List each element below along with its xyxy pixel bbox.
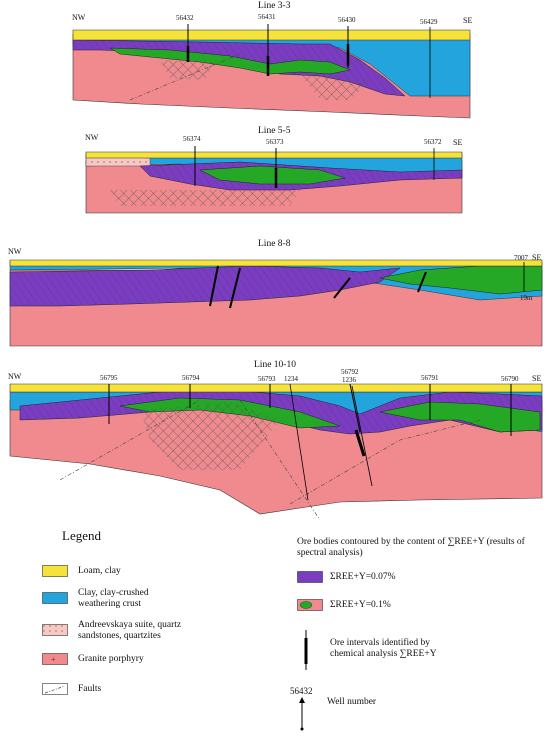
loam-layer <box>85 151 463 159</box>
ore-interval <box>417 271 427 293</box>
ore-interval <box>229 267 241 309</box>
purple-pattern <box>73 40 405 96</box>
purple-swatch <box>297 571 323 583</box>
legend-title: Legend <box>62 528 101 543</box>
andreevskaya-dots <box>86 156 150 166</box>
nw-label: NW <box>8 372 22 381</box>
fault-line <box>239 399 321 520</box>
well-number: 56790 <box>501 375 519 383</box>
well-marker: 1236 <box>342 376 373 487</box>
nw-label: NW <box>8 247 22 256</box>
well-marker: 56430 <box>338 16 356 68</box>
section-title: Line 10-10 <box>254 360 296 370</box>
ore-body-01-green <box>109 47 351 75</box>
well-marker: 56792 <box>341 368 366 457</box>
well-marker: 56793 <box>258 375 276 408</box>
well-number: 56793 <box>258 375 276 383</box>
section-line-8-8: Line 8-8 NW SE 7007 19m <box>8 239 543 347</box>
granite-swatch <box>42 653 68 665</box>
se-label: SE <box>532 253 541 262</box>
well-number: 1234 <box>284 375 299 383</box>
nw-label: NW <box>85 133 99 142</box>
legend-label: Andreevskaya suite, quartz sandstones, q… <box>78 620 182 641</box>
well-number: 56374 <box>183 135 201 143</box>
well-marker: 1234 <box>284 375 309 501</box>
well-marker: 56791 <box>421 374 439 420</box>
well-number: 56429 <box>420 18 438 26</box>
loam-layer <box>72 29 471 41</box>
well-marker: 56372 <box>424 138 442 180</box>
section-line-3-3: Line 3-3 NW SE 56432 56431 <box>72 1 472 119</box>
ore-body-01-green <box>379 265 543 295</box>
well-marker: 56432 <box>176 14 194 62</box>
cross-sections: Line 3-3 NW SE 56432 56431 <box>8 1 543 520</box>
legend-label: Clay, clay-crushed weathering crust <box>78 588 149 609</box>
ore-body-01-green <box>199 165 346 185</box>
loam-swatch <box>42 565 68 577</box>
well-marker: 56431 <box>258 13 276 76</box>
well-number: 56432 <box>176 14 194 22</box>
ore-body-01-green <box>379 401 541 433</box>
well-number: 56431 <box>258 13 276 21</box>
well-number: 7007 <box>514 254 529 262</box>
legend-label: Granite porphyry <box>78 654 144 664</box>
loam-layer <box>9 383 543 393</box>
se-label: SE <box>532 374 541 383</box>
section-line-5-5: Line 5-5 NW SE 56374 56373 56372 <box>85 126 463 214</box>
well-number: 56372 <box>424 138 442 146</box>
well-marker: 56794 <box>182 374 200 408</box>
legend-label: Ore intervals identified by chemical ana… <box>330 638 437 659</box>
depth-label: 19m <box>520 294 533 302</box>
legend-label: Loam, clay <box>78 566 121 576</box>
se-label: SE <box>453 138 462 147</box>
section-line-10-10: Line 10-10 NW SE 56795 56794 56793 1234 <box>8 360 543 520</box>
well-number: 56792 <box>341 368 359 376</box>
se-label: SE <box>463 16 472 25</box>
weathering-crust-swatch <box>42 592 68 604</box>
section-title: Line 5-5 <box>258 126 291 136</box>
legend-label: ΣREE+Y=0.1% <box>330 600 391 610</box>
legend-label: Faults <box>78 684 102 694</box>
ore-bodies-title: Ore bodies contoured by the content of ∑… <box>297 537 525 558</box>
nw-label: NW <box>72 13 86 22</box>
svg-text:+: + <box>51 655 56 664</box>
fault-line <box>129 53 241 101</box>
well-number: 1236 <box>342 376 357 384</box>
well-example-number: 56432 <box>290 686 313 696</box>
hatched-zone <box>160 60 215 80</box>
well-marker: 56429 <box>420 18 438 98</box>
ore-interval <box>333 277 351 299</box>
ore-interval <box>209 265 219 307</box>
fault-line <box>289 419 481 505</box>
well-number: 56430 <box>338 16 356 24</box>
legend-label: Well number <box>327 697 377 707</box>
loam-layer <box>9 259 543 267</box>
well-number: 56795 <box>100 374 118 382</box>
legend-label: ΣREE+Y=0.07% <box>330 572 396 582</box>
hatched-zone <box>110 190 300 206</box>
purple-pattern <box>10 266 400 306</box>
well-marker: 56790 <box>501 375 519 436</box>
well-number: 56794 <box>182 374 200 382</box>
well-marker: 56373 <box>266 138 284 188</box>
hatched-zone <box>300 74 370 100</box>
section-title: Line 3-3 <box>258 1 291 11</box>
well-marker: 56795 <box>100 374 118 424</box>
well-number: 56373 <box>266 138 284 146</box>
hatched-zone <box>140 402 280 470</box>
granite-porphyry-body <box>9 399 543 515</box>
well-number: 56791 <box>421 374 439 382</box>
well-marker: 7007 19m <box>514 254 533 302</box>
section-title: Line 8-8 <box>258 239 291 249</box>
well-marker: 56374 <box>183 135 201 186</box>
